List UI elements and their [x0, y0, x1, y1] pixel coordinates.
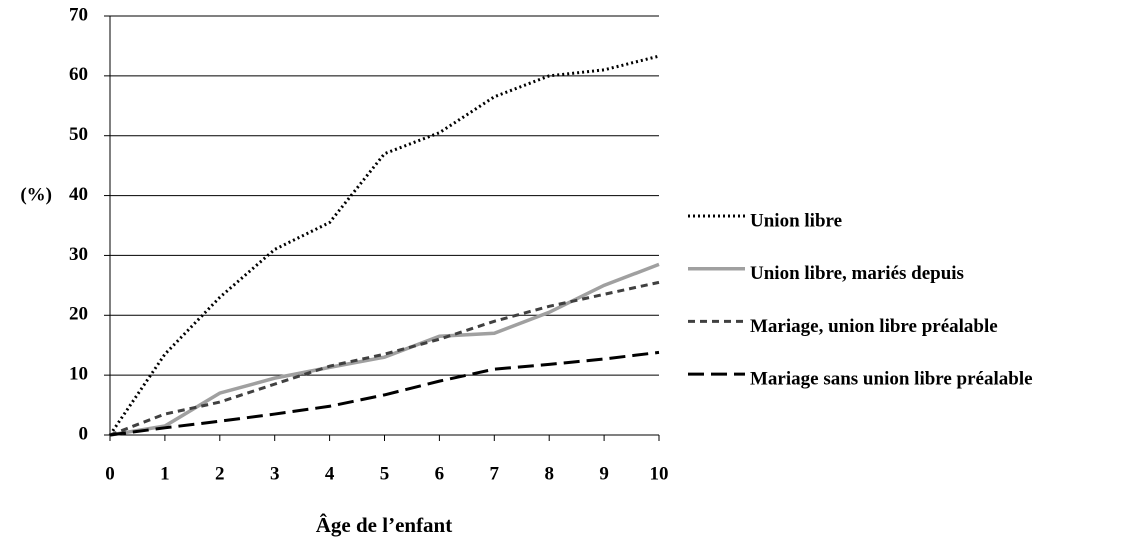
- x-tick-label: 4: [325, 463, 335, 484]
- y-tick-label: 30: [69, 244, 88, 265]
- legend-label: Union libre: [750, 210, 842, 231]
- y-tick-label: 60: [69, 64, 88, 85]
- x-tick-label: 1: [160, 463, 170, 484]
- y-axis-label: (%): [20, 184, 52, 205]
- x-tick-label: 8: [544, 463, 554, 484]
- x-tick-label: 10: [650, 463, 669, 484]
- legend-label: Mariage, union libre préalable: [750, 316, 998, 337]
- y-tick-label: 70: [69, 4, 88, 25]
- x-axis-label: Âge de l’enfant: [316, 513, 452, 537]
- y-tick-label: 0: [79, 423, 89, 444]
- legend-label: Union libre, mariés depuis: [750, 263, 964, 284]
- series-line: [109, 350, 660, 437]
- series-line: [109, 280, 660, 437]
- series-line: [108, 54, 660, 436]
- x-tick-label: 9: [599, 463, 609, 484]
- y-tick-label: 20: [69, 304, 88, 325]
- x-tick-label: 6: [435, 463, 445, 484]
- y-tick-label: 50: [69, 124, 88, 145]
- x-tick-label: 0: [105, 463, 115, 484]
- x-tick-label: 5: [380, 463, 390, 484]
- legend-label: Mariage sans union libre préalable: [750, 368, 1033, 389]
- series-line: [109, 262, 660, 437]
- y-tick-label: 10: [69, 364, 88, 385]
- y-tick-label: 40: [69, 184, 88, 205]
- x-tick-label: 3: [270, 463, 280, 484]
- x-tick-label: 7: [490, 463, 500, 484]
- x-tick-label: 2: [215, 463, 225, 484]
